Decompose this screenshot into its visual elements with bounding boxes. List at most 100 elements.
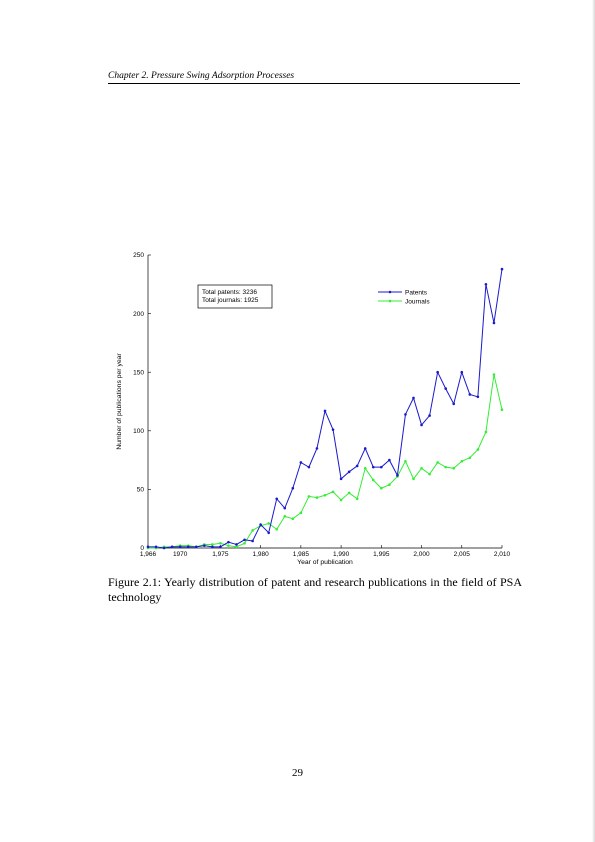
annotation-line: Total patents: 3236 xyxy=(202,289,257,296)
page-edge-shadow xyxy=(592,0,595,842)
data-point-patents xyxy=(146,545,150,549)
data-point-patents xyxy=(355,464,359,468)
data-point-journals xyxy=(476,448,480,451)
y-tick-label: 0 xyxy=(140,545,144,552)
x-axis-label: Year of publication xyxy=(297,559,353,566)
data-point-patents xyxy=(219,545,222,549)
data-point-patents xyxy=(227,540,230,544)
data-point-patents xyxy=(412,396,415,400)
data-point-patents xyxy=(275,497,279,501)
data-point-patents xyxy=(492,321,496,325)
legend-label-journals: Journals xyxy=(405,298,430,305)
data-point-journals xyxy=(331,490,335,494)
data-point-journals xyxy=(484,430,488,434)
series-line-patents xyxy=(148,268,503,549)
x-tick-label: 2,000 xyxy=(413,551,430,558)
data-point-journals xyxy=(380,486,383,490)
x-tick-label: 2,010 xyxy=(494,551,511,558)
data-point-journals xyxy=(235,545,238,549)
data-point-journals xyxy=(404,459,407,463)
data-point-patents xyxy=(307,465,311,469)
x-tick-label: 1,975 xyxy=(212,551,229,558)
data-point-patents xyxy=(484,283,488,286)
annotation-box xyxy=(197,284,273,309)
data-point-patents xyxy=(251,539,254,543)
x-tick-label: 1,985 xyxy=(293,551,310,558)
data-point-patents xyxy=(194,545,198,549)
data-point-journals xyxy=(452,467,456,470)
x-tick-label: 1,966 xyxy=(140,551,157,558)
series-journals xyxy=(146,373,504,550)
data-point-journals xyxy=(363,467,367,470)
data-point-patents xyxy=(452,402,456,406)
data-point-patents xyxy=(291,486,295,490)
data-point-journals xyxy=(500,408,504,412)
y-tick-label: 250 xyxy=(133,252,144,259)
y-tick-label: 150 xyxy=(133,369,144,376)
data-point-patents xyxy=(404,413,407,416)
data-point-patents xyxy=(267,531,270,535)
data-point-journals xyxy=(299,511,303,515)
data-point-patents xyxy=(420,423,423,427)
data-point-journals xyxy=(219,542,222,545)
page-number: 29 xyxy=(292,767,303,779)
data-point-patents xyxy=(428,414,431,417)
legend-marker-patents xyxy=(388,290,392,294)
data-point-patents xyxy=(203,544,206,547)
data-point-patents xyxy=(154,545,158,549)
data-point-journals xyxy=(460,459,464,463)
chart-series xyxy=(146,267,504,550)
data-point-journals xyxy=(315,496,319,499)
annotation-line: Total journals: 1925 xyxy=(202,297,259,304)
x-tick-label: 1,980 xyxy=(252,551,269,558)
data-point-patents xyxy=(323,409,327,413)
data-point-patents xyxy=(380,465,383,469)
data-point-journals xyxy=(355,497,359,501)
data-point-journals xyxy=(307,495,311,498)
data-point-journals xyxy=(371,478,375,482)
data-point-patents xyxy=(444,387,447,390)
data-point-patents xyxy=(235,543,238,546)
y-tick-label: 50 xyxy=(137,487,145,494)
data-point-journals xyxy=(420,467,423,470)
data-point-journals xyxy=(291,517,295,520)
data-point-patents xyxy=(186,545,190,549)
chart-legend: Patents Journals xyxy=(378,289,430,305)
data-point-patents xyxy=(436,370,439,374)
x-tick-label: 1,990 xyxy=(333,551,350,558)
data-point-patents xyxy=(170,545,174,549)
data-point-patents xyxy=(283,506,287,510)
running-header: Chapter 2. Pressure Swing Adsorption Pro… xyxy=(108,71,295,81)
y-axis-label: Number of publications per year xyxy=(116,353,123,450)
x-tick-label: 1,995 xyxy=(373,551,390,558)
series-line-journals xyxy=(148,374,503,549)
data-point-journals xyxy=(283,515,287,518)
header-rule xyxy=(108,83,520,84)
data-point-journals xyxy=(339,498,343,502)
data-point-patents xyxy=(178,545,182,549)
data-point-journals xyxy=(347,491,351,495)
data-point-patents xyxy=(371,465,375,469)
data-point-journals xyxy=(227,544,230,547)
data-point-patents xyxy=(259,523,262,526)
figure-caption: Figure 2.1: Yearly distribution of paten… xyxy=(108,575,522,604)
data-point-patents xyxy=(299,461,303,464)
data-point-patents xyxy=(476,395,480,399)
data-point-journals xyxy=(275,527,279,531)
data-point-journals xyxy=(323,493,327,497)
data-point-journals xyxy=(388,483,391,487)
data-point-patents xyxy=(347,470,351,474)
data-point-patents xyxy=(243,538,246,542)
data-point-patents xyxy=(396,474,399,477)
data-point-journals xyxy=(251,529,254,532)
x-tick-label: 2,005 xyxy=(454,551,471,558)
data-point-journals xyxy=(428,472,431,476)
legend-marker-journals xyxy=(388,299,392,303)
series-patents xyxy=(146,267,504,550)
data-point-journals xyxy=(436,461,439,464)
data-point-patents xyxy=(363,447,367,450)
data-point-patents xyxy=(315,447,319,450)
chart-axes: 1,966 1970 1,975 1,980 1,985 1,990 1,995 2,000 2… xyxy=(116,252,511,566)
